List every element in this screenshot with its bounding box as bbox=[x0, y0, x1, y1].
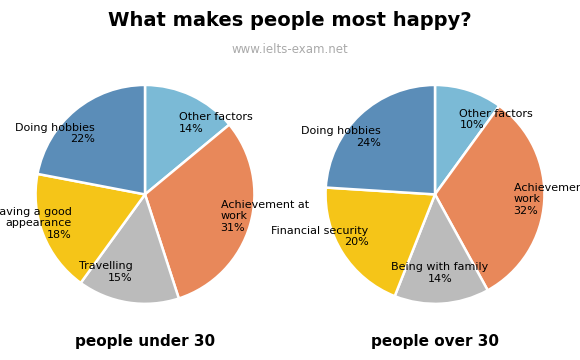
Text: Being with family
14%: Being with family 14% bbox=[392, 262, 488, 284]
Text: Doing hobbies
22%: Doing hobbies 22% bbox=[15, 123, 95, 144]
Text: Having a good
appearance
18%: Having a good appearance 18% bbox=[0, 207, 72, 240]
Text: www.ielts-exam.net: www.ielts-exam.net bbox=[231, 43, 349, 56]
Text: What makes people most happy?: What makes people most happy? bbox=[108, 11, 472, 30]
Wedge shape bbox=[38, 85, 145, 194]
Text: people under 30: people under 30 bbox=[75, 334, 215, 350]
Text: Doing hobbies
24%: Doing hobbies 24% bbox=[301, 126, 381, 148]
Text: Achievement at
work
32%: Achievement at work 32% bbox=[514, 183, 580, 216]
Wedge shape bbox=[145, 85, 229, 194]
Text: Achievement at
work
31%: Achievement at work 31% bbox=[220, 200, 309, 233]
Text: Other factors
14%: Other factors 14% bbox=[179, 112, 252, 134]
Wedge shape bbox=[326, 85, 435, 194]
Text: Financial security
20%: Financial security 20% bbox=[271, 226, 368, 247]
Text: people over 30: people over 30 bbox=[371, 334, 499, 350]
Wedge shape bbox=[35, 174, 145, 283]
Text: Travelling
15%: Travelling 15% bbox=[79, 261, 133, 283]
Wedge shape bbox=[145, 125, 255, 298]
Wedge shape bbox=[435, 106, 545, 290]
Text: Other factors
10%: Other factors 10% bbox=[459, 109, 533, 130]
Wedge shape bbox=[81, 194, 179, 304]
Wedge shape bbox=[395, 194, 488, 304]
Wedge shape bbox=[435, 85, 499, 194]
Wedge shape bbox=[325, 188, 435, 296]
